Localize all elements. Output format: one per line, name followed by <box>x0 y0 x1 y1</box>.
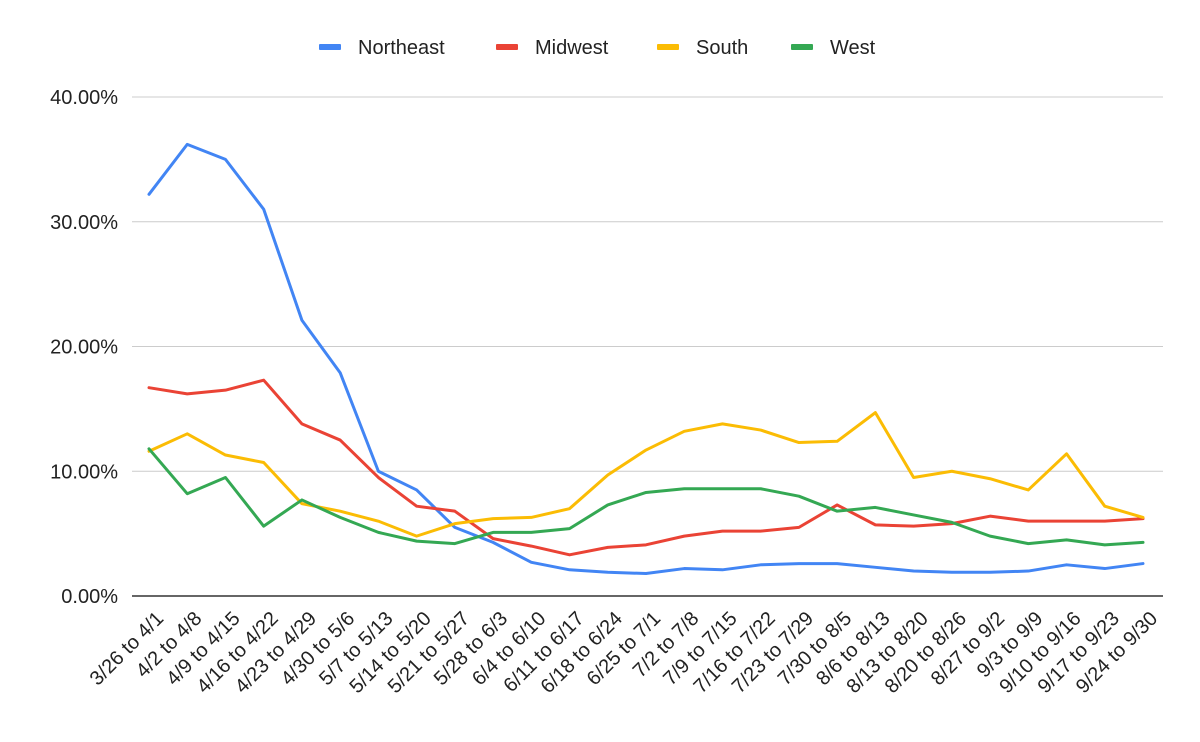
legend-label-west: West <box>830 37 876 59</box>
legend-swatch-south <box>657 44 679 50</box>
x-axis-tick-labels: 3/26 to 4/14/2 to 4/84/9 to 4/154/16 to … <box>86 608 1162 698</box>
legend-label-south: South <box>696 37 748 59</box>
legend-label-northeast: Northeast <box>358 37 445 59</box>
y-tick-label: 40.00% <box>50 87 118 109</box>
series-line-west <box>147 447 1145 547</box>
y-tick-label: 10.00% <box>50 461 118 483</box>
y-tick-label: 30.00% <box>50 212 118 234</box>
series-line-northeast <box>147 142 1145 576</box>
y-axis-gridlines <box>132 96 1163 597</box>
y-axis-tick-labels: 0.00% 10.00% 20.00% 30.00% 40.00% <box>50 87 118 608</box>
series-line-midwest <box>147 378 1145 557</box>
plot-series <box>147 142 1145 576</box>
legend-label-midwest: Midwest <box>535 37 609 59</box>
y-tick-label: 0.00% <box>61 586 118 608</box>
chart-legend: Northeast Midwest South West <box>319 37 876 59</box>
legend-swatch-west <box>791 44 813 50</box>
legend-swatch-midwest <box>496 44 518 50</box>
y-tick-label: 20.00% <box>50 337 118 359</box>
legend-swatch-northeast <box>319 44 341 50</box>
